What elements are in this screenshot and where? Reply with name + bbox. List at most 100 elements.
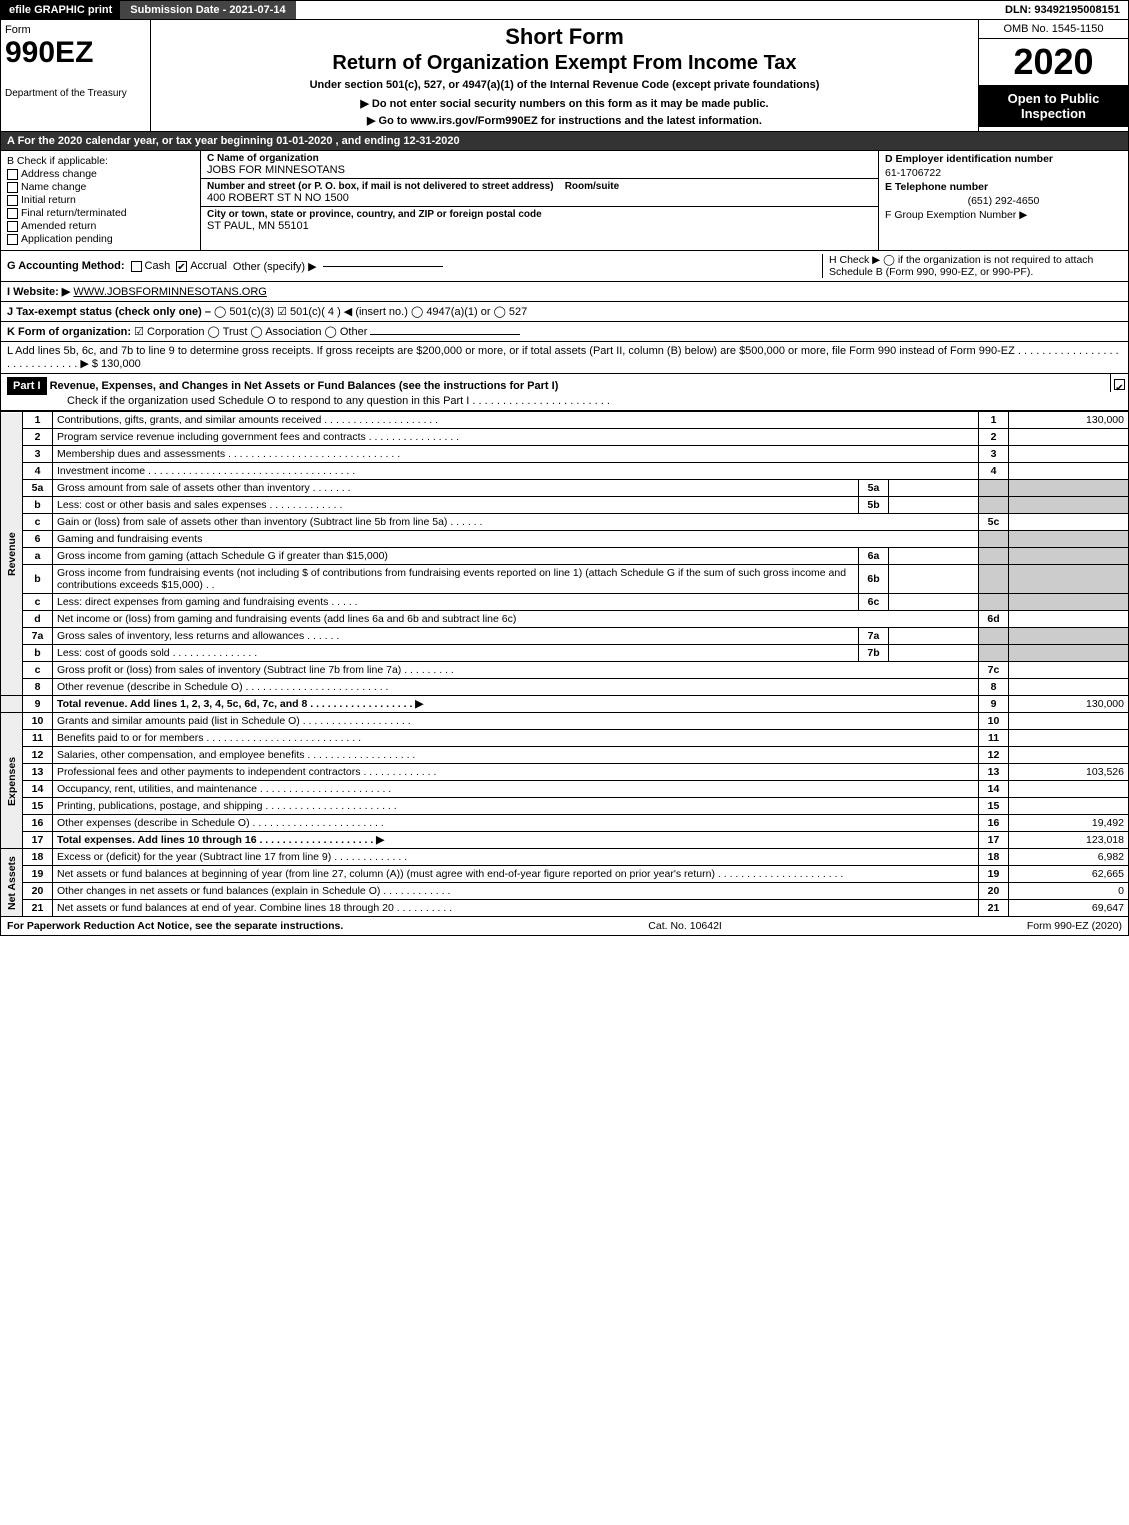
part1-check-text: Check if the organization used Schedule … — [67, 395, 610, 407]
chk-address-change[interactable]: Address change — [7, 168, 194, 180]
line-17-num: 17 — [23, 832, 53, 849]
j-label: J Tax-exempt status (check only one) – — [7, 306, 211, 318]
website-link[interactable]: WWW.JOBSFORMINNESOTANS.ORG — [73, 286, 267, 298]
return-title: Return of Organization Exempt From Incom… — [159, 52, 970, 75]
line-14-desc: Occupancy, rent, utilities, and maintena… — [53, 781, 979, 798]
line-6-num: 6 — [23, 531, 53, 548]
line-3-num: 3 — [23, 446, 53, 463]
line-5b-subamt — [889, 497, 979, 514]
g-other[interactable]: Other (specify) ▶ — [233, 260, 317, 273]
k-options[interactable]: ☑ Corporation ◯ Trust ◯ Association ◯ Ot… — [134, 326, 367, 338]
line-6c-greyamt — [1009, 594, 1129, 611]
line-15-desc: Printing, publications, postage, and shi… — [53, 798, 979, 815]
line-7c-desc: Gross profit or (loss) from sales of inv… — [53, 662, 979, 679]
line-18-amt: 6,982 — [1009, 849, 1129, 866]
row-h: H Check ▶ ◯ if the organization is not r… — [822, 254, 1122, 278]
line-15-num: 15 — [23, 798, 53, 815]
chk-initial-return[interactable]: Initial return — [7, 194, 194, 206]
line-6-grey — [979, 531, 1009, 548]
line-20-num: 20 — [23, 883, 53, 900]
section-b: B Check if applicable: Address change Na… — [1, 151, 201, 250]
org-street: 400 ROBERT ST N NO 1500 — [207, 192, 872, 204]
line-5b-greyamt — [1009, 497, 1129, 514]
line-18-num: 18 — [23, 849, 53, 866]
open-to-public: Open to Public Inspection — [979, 85, 1128, 127]
line-14-amt — [1009, 781, 1129, 798]
chk-amended-return[interactable]: Amended return — [7, 220, 194, 232]
line-6a-greyamt — [1009, 548, 1129, 565]
efile-print-label[interactable]: efile GRAPHIC print — [1, 1, 120, 19]
line-12-num: 12 — [23, 747, 53, 764]
line-7a-sub: 7a — [859, 628, 889, 645]
line-6a-sub: 6a — [859, 548, 889, 565]
line-11-amt — [1009, 730, 1129, 747]
chk-final-return-label: Final return/terminated — [21, 207, 127, 219]
ein: 61-1706722 — [885, 167, 1122, 179]
line-5c-desc: Gain or (loss) from sale of assets other… — [53, 514, 979, 531]
line-15-col: 15 — [979, 798, 1009, 815]
line-6a-num: a — [23, 548, 53, 565]
f-label: F Group Exemption Number ▶ — [885, 209, 1122, 221]
under-section: Under section 501(c), 527, or 4947(a)(1)… — [159, 79, 970, 91]
line-6b-subamt — [889, 565, 979, 594]
chk-application-pending[interactable]: Application pending — [7, 233, 194, 245]
ssn-warning: ▶ Do not enter social security numbers o… — [159, 97, 970, 110]
chk-name-change[interactable]: Name change — [7, 181, 194, 193]
form-id-box: Form 990EZ Department of the Treasury — [1, 20, 151, 131]
g-accrual[interactable]: Accrual — [176, 260, 227, 272]
k-label: K Form of organization: — [7, 326, 131, 338]
line-20-desc: Other changes in net assets or fund bala… — [53, 883, 979, 900]
line-5a-subamt — [889, 480, 979, 497]
line-2-amt — [1009, 429, 1129, 446]
line-5b-grey — [979, 497, 1009, 514]
line-6c-grey — [979, 594, 1009, 611]
g-other-line[interactable] — [323, 266, 443, 267]
instructions-link[interactable]: ▶ Go to www.irs.gov/Form990EZ for instru… — [159, 114, 970, 127]
line-17-amt: 123,018 — [1009, 832, 1129, 849]
line-6c-desc: Less: direct expenses from gaming and fu… — [53, 594, 859, 611]
line-3-amt — [1009, 446, 1129, 463]
part1-tag: Part I — [7, 377, 47, 395]
tax-year: 2020 — [979, 39, 1128, 85]
line-7c-amt — [1009, 662, 1129, 679]
d-label: D Employer identification number — [885, 153, 1122, 165]
line-6c-sub: 6c — [859, 594, 889, 611]
line-8-num: 8 — [23, 679, 53, 696]
c-room-label: Room/suite — [565, 181, 619, 192]
line-17-col: 17 — [979, 832, 1009, 849]
form-year-box: OMB No. 1545-1150 2020 Open to Public In… — [978, 20, 1128, 131]
c-name-label: C Name of organization — [207, 153, 872, 164]
section-d-e-f: D Employer identification number 61-1706… — [878, 151, 1128, 250]
footer-left: For Paperwork Reduction Act Notice, see … — [7, 920, 343, 932]
part1-schedule-o-checkbox[interactable] — [1110, 374, 1128, 392]
line-1-col: 1 — [979, 412, 1009, 429]
line-10-amt — [1009, 713, 1129, 730]
line-6d-amt — [1009, 611, 1129, 628]
k-other-line[interactable] — [370, 334, 520, 335]
j-options[interactable]: ◯ 501(c)(3) ☑ 501(c)( 4 ) ◀ (insert no.)… — [214, 306, 527, 318]
chk-initial-return-label: Initial return — [21, 194, 76, 206]
line-5c-amt — [1009, 514, 1129, 531]
line-5a-sub: 5a — [859, 480, 889, 497]
line-15-amt — [1009, 798, 1129, 815]
line-6-greyamt — [1009, 531, 1129, 548]
footer-right: Form 990-EZ (2020) — [1027, 920, 1122, 932]
line-17-desc: Total expenses. Add lines 10 through 16 … — [53, 832, 979, 849]
line-7a-grey — [979, 628, 1009, 645]
line-11-col: 11 — [979, 730, 1009, 747]
line-19-amt: 62,665 — [1009, 866, 1129, 883]
line-1-num: 1 — [23, 412, 53, 429]
expenses-side-label: Expenses — [1, 713, 23, 849]
line-21-num: 21 — [23, 900, 53, 917]
row-a-tax-year: A For the 2020 calendar year, or tax yea… — [0, 132, 1129, 151]
row-j: J Tax-exempt status (check only one) – ◯… — [0, 302, 1129, 322]
g-cash[interactable]: Cash — [131, 260, 171, 272]
line-12-amt — [1009, 747, 1129, 764]
line-7a-subamt — [889, 628, 979, 645]
line-6b-grey — [979, 565, 1009, 594]
chk-final-return[interactable]: Final return/terminated — [7, 207, 194, 219]
line-11-num: 11 — [23, 730, 53, 747]
line-6b-greyamt — [1009, 565, 1129, 594]
short-form-title: Short Form — [159, 24, 970, 50]
line-6c-subamt — [889, 594, 979, 611]
